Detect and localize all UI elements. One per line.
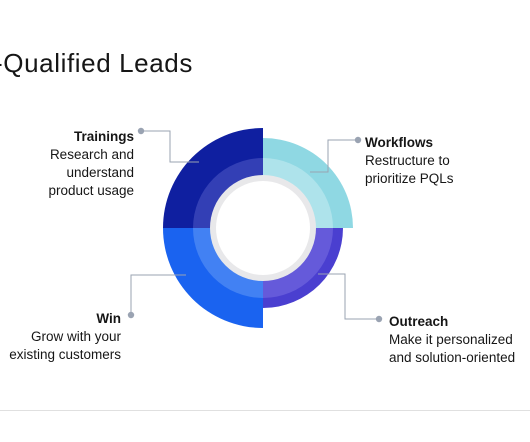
center-hole xyxy=(216,181,310,275)
workflows-description: Restructure to prioritize PQLs xyxy=(365,153,454,186)
win-connector xyxy=(127,274,186,319)
section-divider xyxy=(0,410,530,411)
footer-area xyxy=(0,411,530,442)
win-description: Grow with your existing customers xyxy=(9,329,121,362)
trainings-connector xyxy=(137,127,199,163)
win-heading: Win xyxy=(96,311,121,326)
trainings-description: Research and understand product usage xyxy=(48,147,134,198)
trainings-label: Trainings Research and understand produc… xyxy=(48,128,134,200)
outreach-connector xyxy=(318,273,383,323)
workflows-label: Workflows Restructure to prioritize PQLs xyxy=(365,134,454,188)
outreach-label: Outreach Make it personalized and soluti… xyxy=(389,313,515,367)
outreach-description: Make it personalized and solution-orient… xyxy=(389,332,516,365)
workflows-heading: Workflows xyxy=(365,135,434,150)
page-title: -Qualified Leads xyxy=(0,48,193,78)
trainings-heading: Trainings xyxy=(73,129,134,144)
win-label: Win Grow with your existing customers xyxy=(9,310,121,364)
workflows-connector xyxy=(310,136,362,173)
outreach-heading: Outreach xyxy=(389,314,449,329)
